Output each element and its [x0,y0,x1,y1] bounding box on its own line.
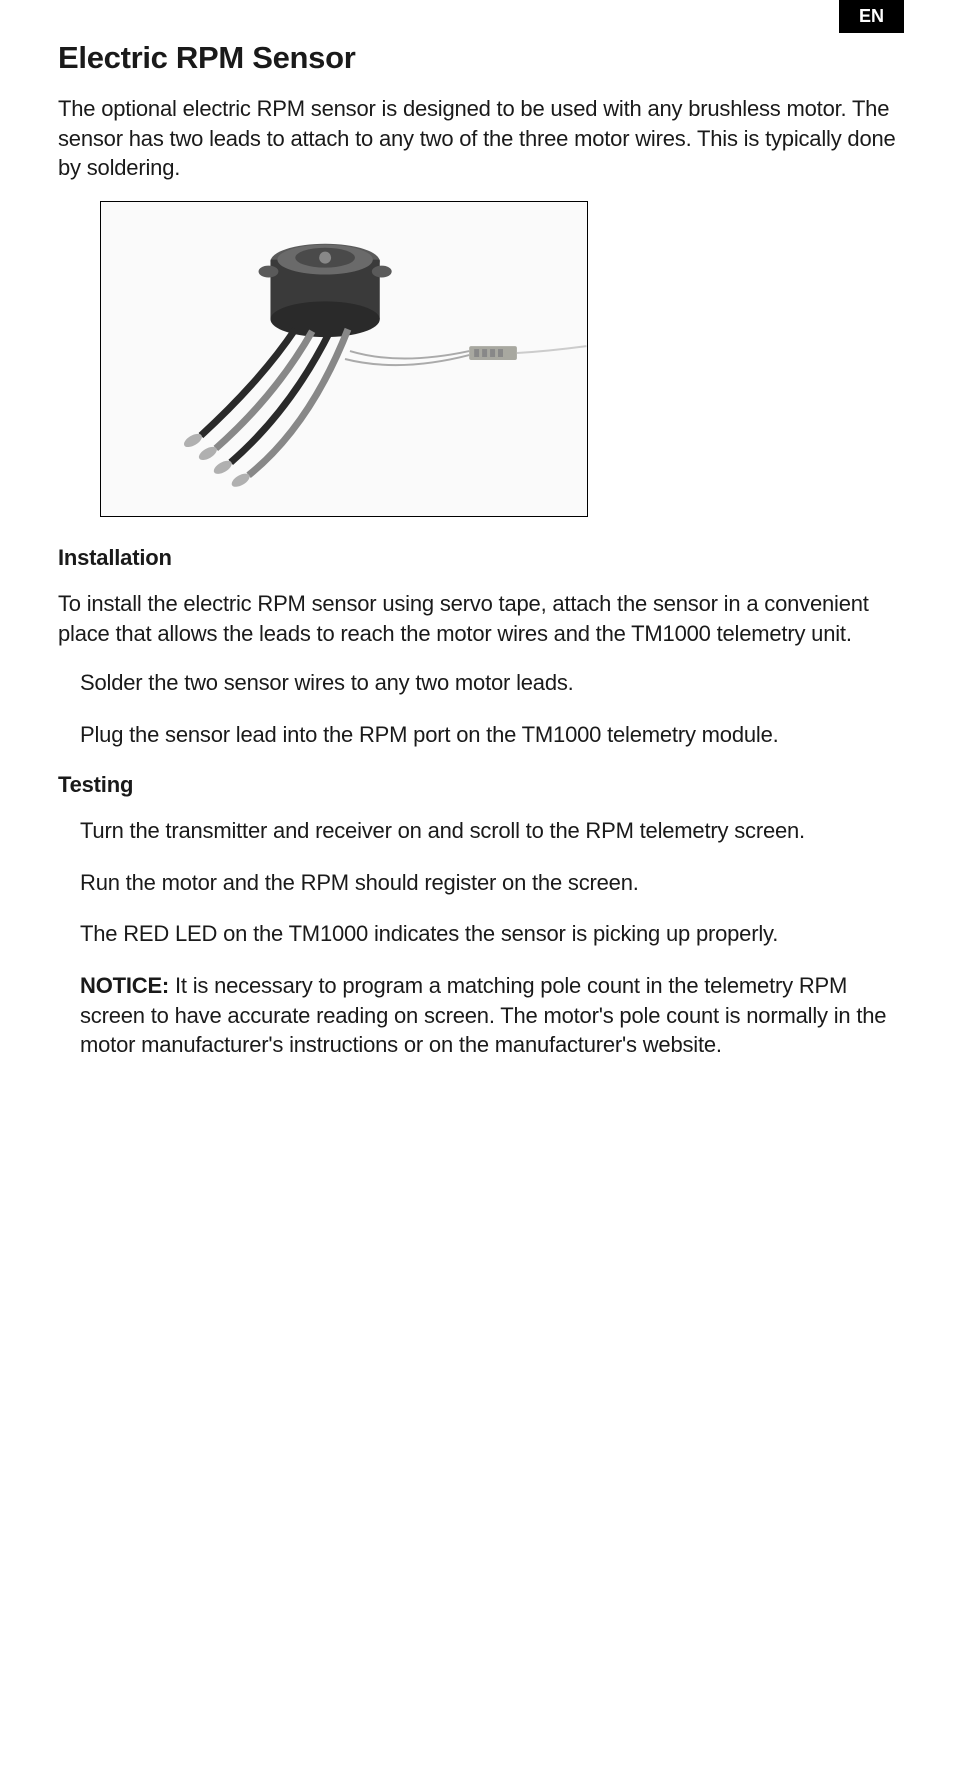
page-title: Electric RPM Sensor [58,40,896,76]
language-tab: EN [839,0,904,33]
page-content: Electric RPM Sensor The optional electri… [0,0,954,1060]
testing-steps: Turn the transmitter and receiver on and… [58,816,896,949]
testing-step: Turn the transmitter and receiver on and… [80,816,896,846]
installation-steps: Solder the two sensor wires to any two m… [58,668,896,749]
testing-step: The RED LED on the TM1000 indicates the … [80,919,896,949]
testing-heading: Testing [58,772,896,798]
intro-paragraph: The optional electric RPM sensor is desi… [58,94,896,183]
motor-illustration-svg [101,202,587,516]
notice-text: It is necessary to program a matching po… [80,973,886,1057]
installation-step: Plug the sensor lead into the RPM port o… [80,720,896,750]
installation-step: Solder the two sensor wires to any two m… [80,668,896,698]
motor-sensor-image [100,201,588,517]
installation-body: To install the electric RPM sensor using… [58,589,896,648]
testing-step: Run the motor and the RPM should registe… [80,868,896,898]
notice-paragraph: NOTICE: It is necessary to program a mat… [58,971,896,1060]
installation-heading: Installation [58,545,896,571]
notice-label: NOTICE: [80,973,169,998]
